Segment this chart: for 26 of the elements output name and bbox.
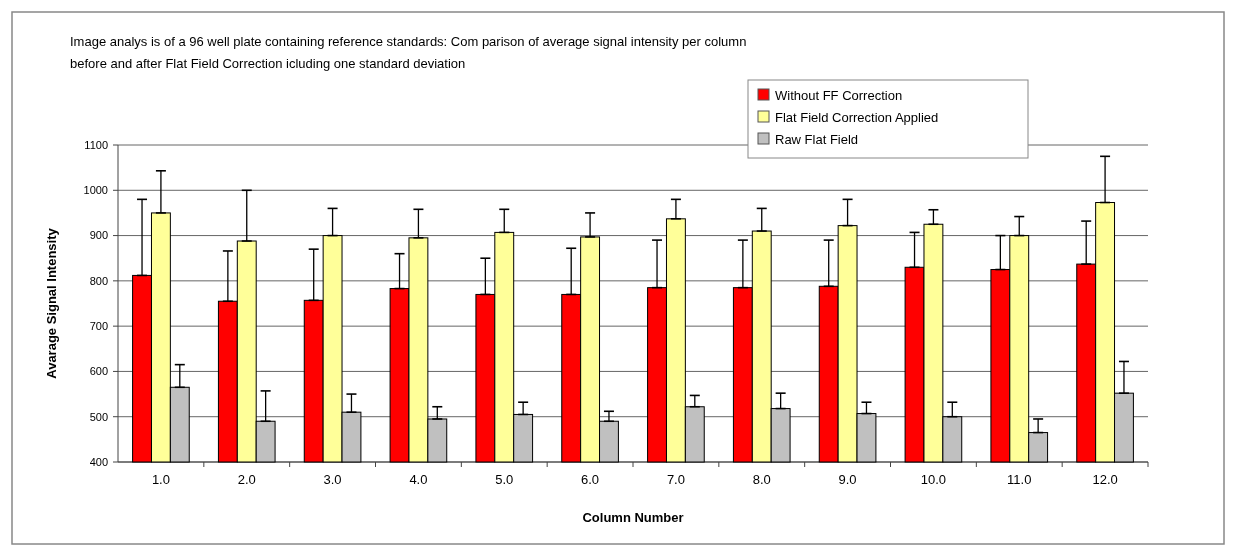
x-tick-label: 8.0 — [752, 472, 771, 487]
chart-title: Image analys is of a 96 well plate containing reference standards: Com parison of average signal intensity per column before and after Flat Field Correction icluding one standard deviation — [70, 34, 747, 71]
y-tick-label: 600 — [89, 365, 108, 378]
x-tick-label: 6.0 — [581, 472, 600, 487]
x-tick-label: 2.0 — [237, 472, 256, 487]
y-tick-label: 400 — [89, 455, 108, 468]
x-tick-label: 9.0 — [838, 472, 857, 487]
y-axis-title: Avarage Signal Intensity — [44, 227, 59, 379]
x-tick-label: 11.0 — [1007, 472, 1032, 487]
x-tick-label: 5.0 — [495, 472, 514, 487]
y-tick-label: 500 — [89, 410, 108, 423]
legend-label: Flat Field Correction Applied — [775, 109, 939, 125]
x-tick-label: 4.0 — [409, 472, 428, 487]
y-tick-label: 800 — [89, 274, 108, 287]
y-tick-label: 1100 — [84, 138, 108, 151]
y-tick-label: 1000 — [83, 184, 108, 197]
x-tick-label: 1.0 — [151, 472, 170, 487]
x-tick-label: 10.0 — [920, 472, 947, 487]
y-tick-label: 700 — [89, 319, 108, 332]
y-tick-label: 900 — [89, 229, 108, 242]
x-tick-label: 7.0 — [666, 472, 685, 487]
x-axis-title: Column Number — [582, 510, 684, 525]
x-tick-label: 3.0 — [323, 472, 342, 487]
legend-label: Without FF Correction — [775, 87, 903, 103]
legend-label: Raw Flat Field — [775, 131, 859, 147]
x-tick-label: 12.0 — [1092, 472, 1118, 487]
